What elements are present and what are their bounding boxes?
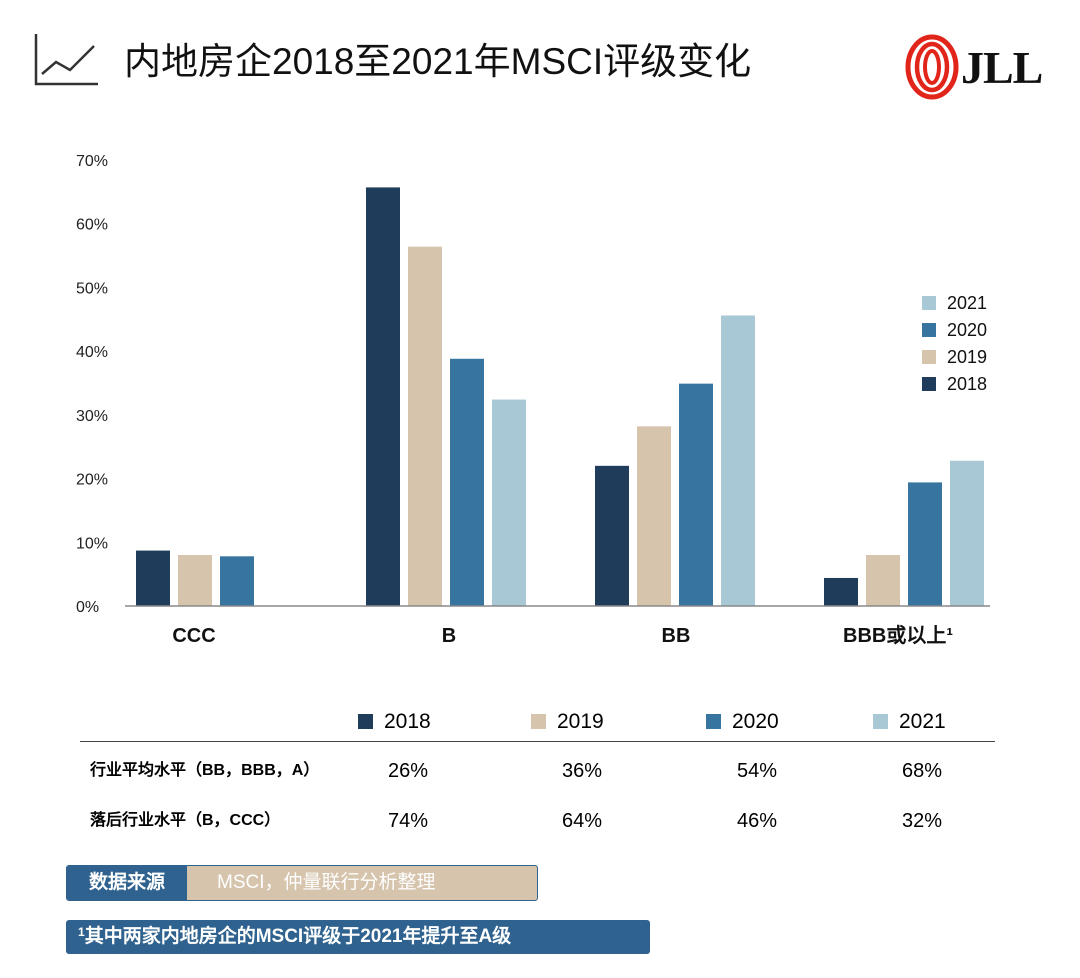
x-axis-categories: CCC B BB BBB或以上¹ bbox=[172, 623, 953, 647]
x-category-label: CCC bbox=[172, 625, 215, 647]
bar-2020-0 bbox=[220, 556, 254, 606]
legend-label: 2019 bbox=[557, 710, 604, 733]
jll-rings-icon bbox=[905, 34, 959, 100]
table-cell: 32% bbox=[902, 810, 943, 832]
source-label: 数据来源 bbox=[67, 866, 187, 900]
bar-2020-2 bbox=[679, 383, 713, 606]
legend-swatch bbox=[873, 714, 888, 729]
legend-swatch-2018 bbox=[922, 377, 936, 391]
legend-swatch bbox=[706, 714, 721, 729]
bar-2018-3 bbox=[824, 577, 858, 606]
bar-2019-1 bbox=[408, 246, 442, 606]
bar-2020-3 bbox=[908, 482, 942, 606]
jll-logo-text: JLL bbox=[961, 42, 1043, 93]
y-axis-ticks: 0% 10% 20% 30% 40% 50% 60% 70% bbox=[76, 153, 108, 616]
bar-2020-1 bbox=[450, 358, 484, 606]
line-chart-icon bbox=[34, 34, 98, 86]
legend-label-2018: 2018 bbox=[947, 374, 987, 394]
bar-2018-1 bbox=[366, 187, 400, 606]
table-cell: 74% bbox=[388, 810, 429, 832]
table-cell: 54% bbox=[737, 760, 778, 782]
bar-2021-1 bbox=[492, 399, 526, 606]
y-tick-label: 20% bbox=[76, 472, 108, 489]
x-category-label: BB bbox=[662, 625, 691, 647]
bar-2018-0 bbox=[136, 550, 170, 606]
jll-logo: JLL bbox=[905, 34, 1050, 100]
y-tick-label: 50% bbox=[76, 280, 108, 297]
table-cell: 26% bbox=[388, 760, 429, 782]
bar-chart: 0%10%20%30%40%50%60%70% CCC B BB BBB或以上¹ 20… bbox=[76, 153, 990, 647]
source-text: MSCI，仲量联行分析整理 bbox=[217, 872, 436, 893]
legend-swatch-2021 bbox=[922, 296, 936, 310]
y-tick-label: 40% bbox=[76, 344, 108, 361]
footnote-text: 其中两家内地房企的MSCI评级于2021年提升至A级 bbox=[84, 926, 512, 947]
legend-label: 2021 bbox=[899, 710, 946, 733]
row-label-lagging: 落后行业水平（B，CCC） bbox=[90, 812, 281, 829]
table-divider bbox=[80, 741, 995, 742]
table-cell: 46% bbox=[737, 810, 778, 832]
footnote-box: 1其中两家内地房企的MSCI评级于2021年提升至A级 bbox=[66, 920, 650, 954]
legend-label-2020: 2020 bbox=[947, 320, 987, 340]
legend-swatch-2019 bbox=[922, 350, 936, 364]
legend-label-2021: 2021 bbox=[947, 293, 987, 313]
footnote-marker: 1 bbox=[78, 925, 85, 939]
legend-label: 2020 bbox=[732, 710, 779, 733]
y-tick-label: 60% bbox=[76, 217, 108, 234]
y-tick-label: 10% bbox=[76, 535, 108, 552]
y-tick-label: 0% bbox=[76, 599, 99, 616]
table-cell: 64% bbox=[562, 810, 603, 832]
y-tick-label: 30% bbox=[76, 408, 108, 425]
bar-2019-2 bbox=[637, 426, 671, 606]
x-category-label: BBB或以上¹ bbox=[843, 623, 953, 647]
source-box: 数据来源 MSCI，仲量联行分析整理 bbox=[66, 865, 538, 901]
legend-label-2019: 2019 bbox=[947, 347, 987, 367]
legend-label: 2018 bbox=[384, 710, 431, 733]
bar-2019-0 bbox=[178, 555, 212, 606]
legend-swatch-2020 bbox=[922, 323, 936, 337]
legend-swatch bbox=[531, 714, 546, 729]
bar-2018-2 bbox=[595, 465, 629, 606]
x-category-label: B bbox=[442, 625, 456, 647]
legend-swatch bbox=[358, 714, 373, 729]
page-title: 内地房企2018至2021年MSCI评级变化 bbox=[124, 41, 752, 82]
bar-2021-2 bbox=[721, 315, 755, 606]
table-cell: 36% bbox=[562, 760, 603, 782]
row-label-industry-average: 行业平均水平（BB，BBB，A） bbox=[90, 762, 320, 779]
bar-2021-3 bbox=[950, 460, 984, 606]
header: 内地房企2018至2021年MSCI评级变化 JLL bbox=[0, 0, 1080, 110]
bars bbox=[136, 187, 984, 606]
table-cell: 68% bbox=[902, 760, 943, 782]
y-tick-label: 70% bbox=[76, 153, 108, 170]
chart-legend: 2021 2020 2019 2018 bbox=[922, 293, 987, 394]
bar-2019-3 bbox=[866, 555, 900, 606]
